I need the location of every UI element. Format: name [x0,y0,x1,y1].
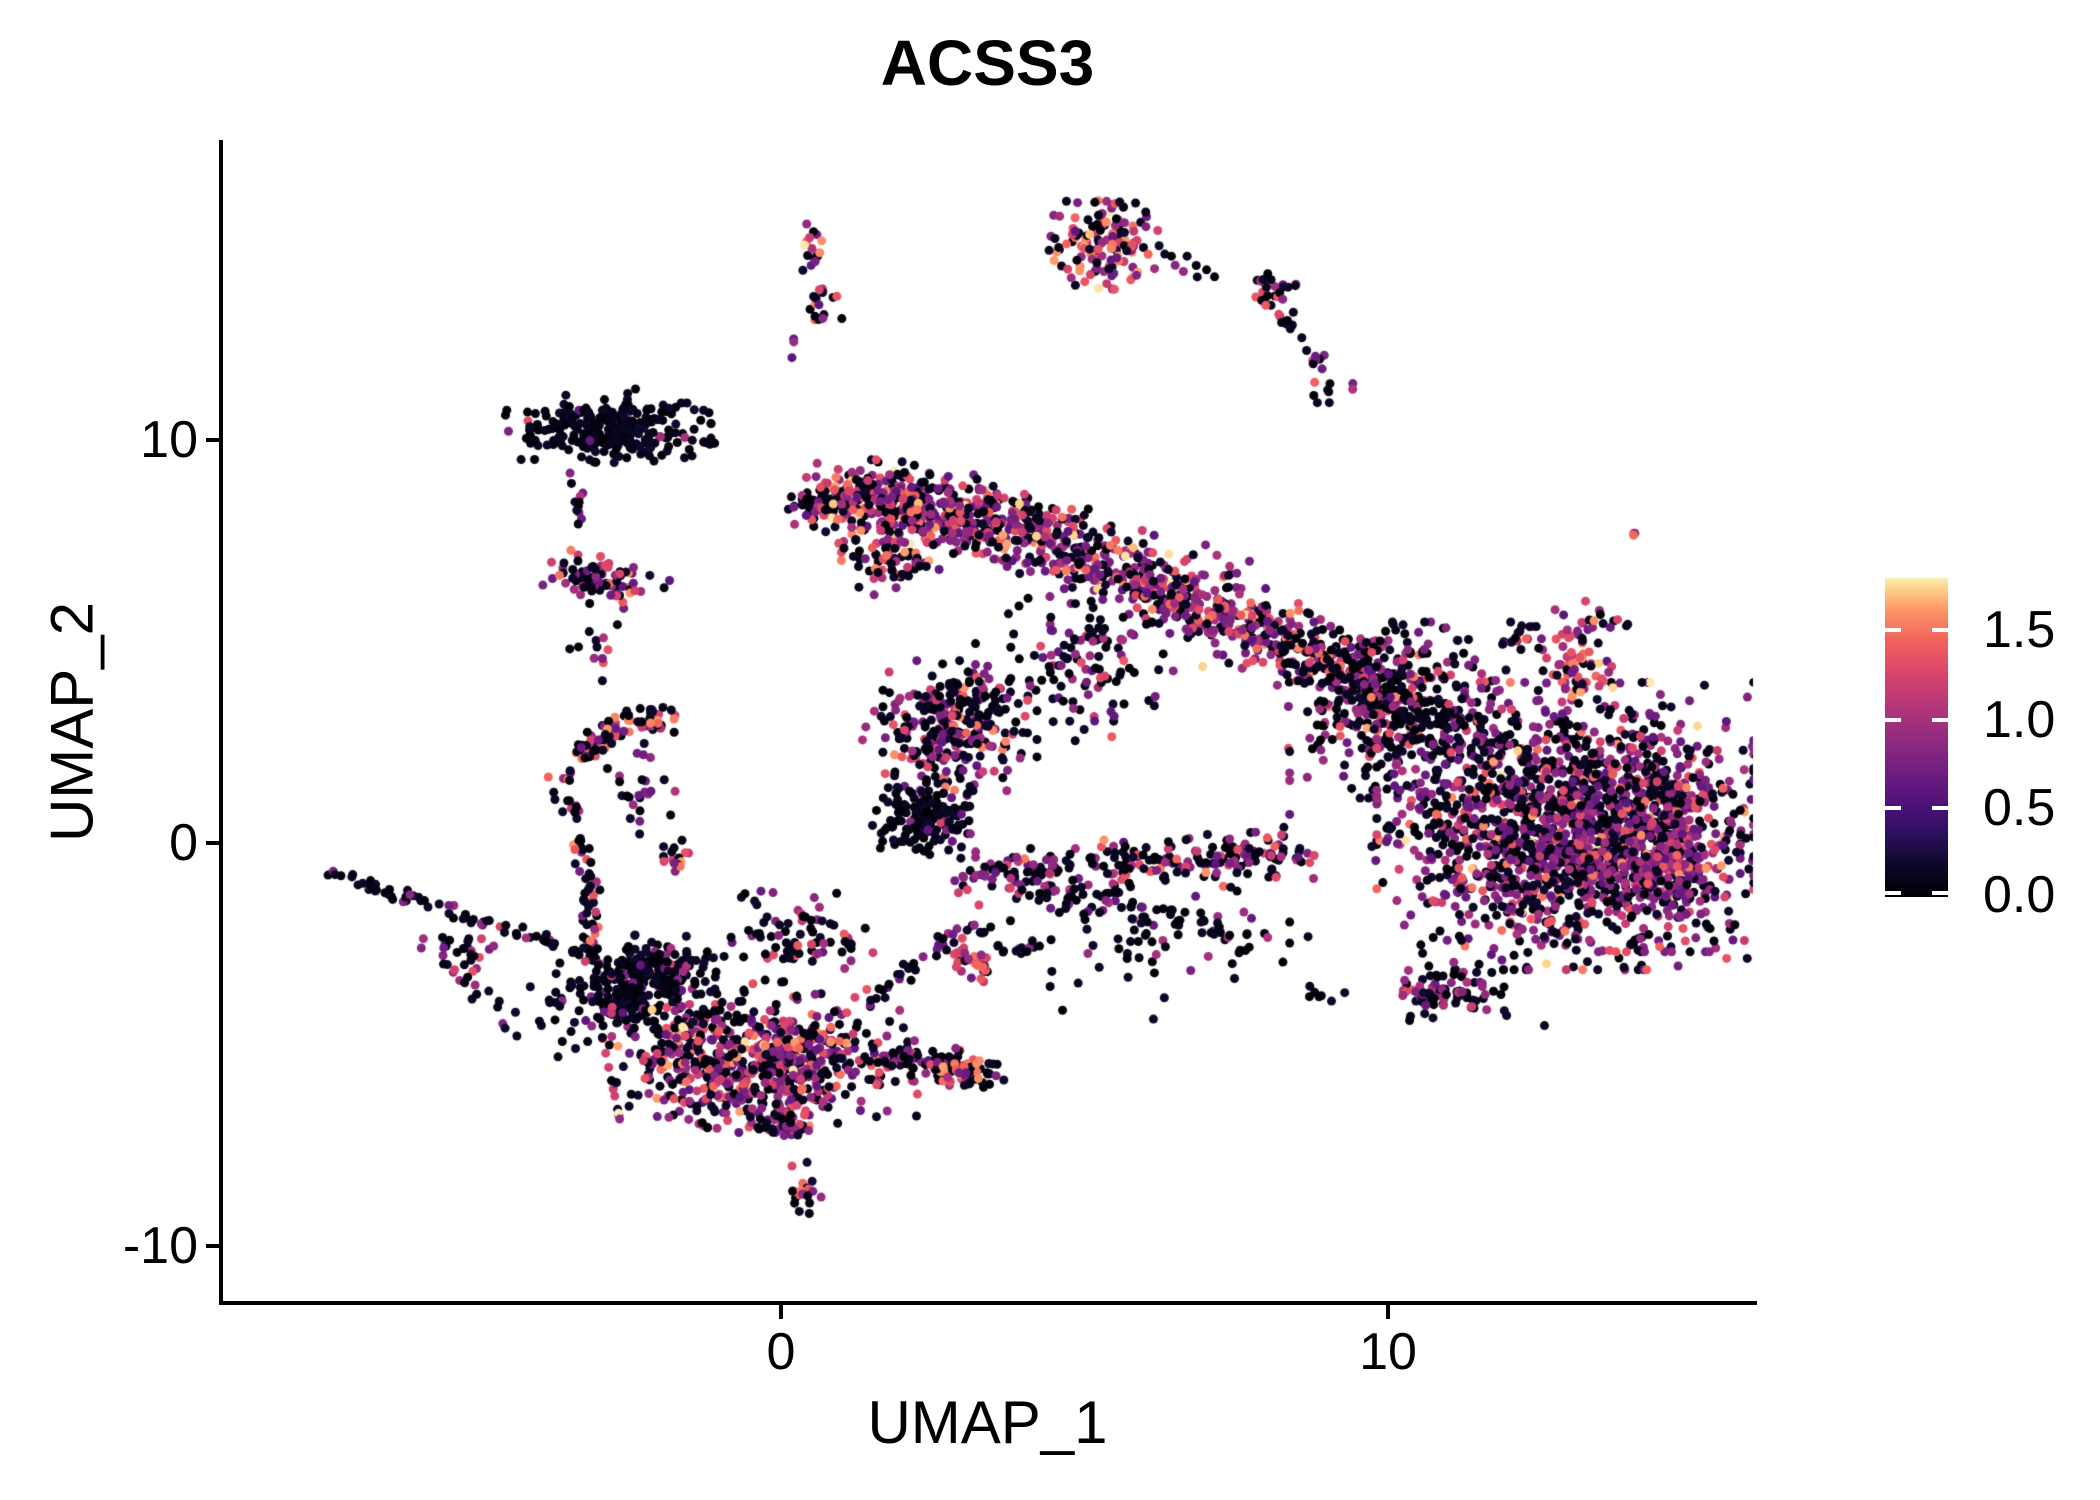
colorbar-tick [1932,628,1948,632]
y-tick-label: 0 [169,814,198,872]
y-tick-mark [206,841,221,845]
y-axis-line [219,140,223,1304]
x-tick-mark [1386,1304,1390,1319]
colorbar-label: 1.5 [1983,601,2056,659]
colorbar-tick [1885,891,1901,895]
x-tick-label: 0 [766,1323,796,1381]
y-tick-label: 10 [140,411,198,469]
colorbar-tick [1885,718,1901,722]
colorbar-tick [1932,891,1948,895]
colorbar-label: 0.0 [1983,866,2056,924]
y-tick-mark [206,1244,221,1248]
colorbar-label: 0.5 [1983,779,2056,837]
y-tick-label: -10 [122,1217,198,1275]
x-tick-label: 10 [1359,1323,1417,1381]
colorbar-tick [1932,806,1948,810]
x-tick-mark [779,1304,783,1319]
expression-colorbar [1885,578,1948,897]
colorbar-tick [1932,718,1948,722]
colorbar-tick [1885,628,1901,632]
y-tick-mark [206,438,221,442]
y-axis-title: UMAP_2 [38,601,106,843]
colorbar-tick [1885,806,1901,810]
colorbar-label: 1.0 [1983,691,2056,749]
plot-title: ACSS3 [880,27,1095,99]
x-axis-title: UMAP_1 [867,1389,1108,1456]
x-axis-line [219,1301,1757,1305]
